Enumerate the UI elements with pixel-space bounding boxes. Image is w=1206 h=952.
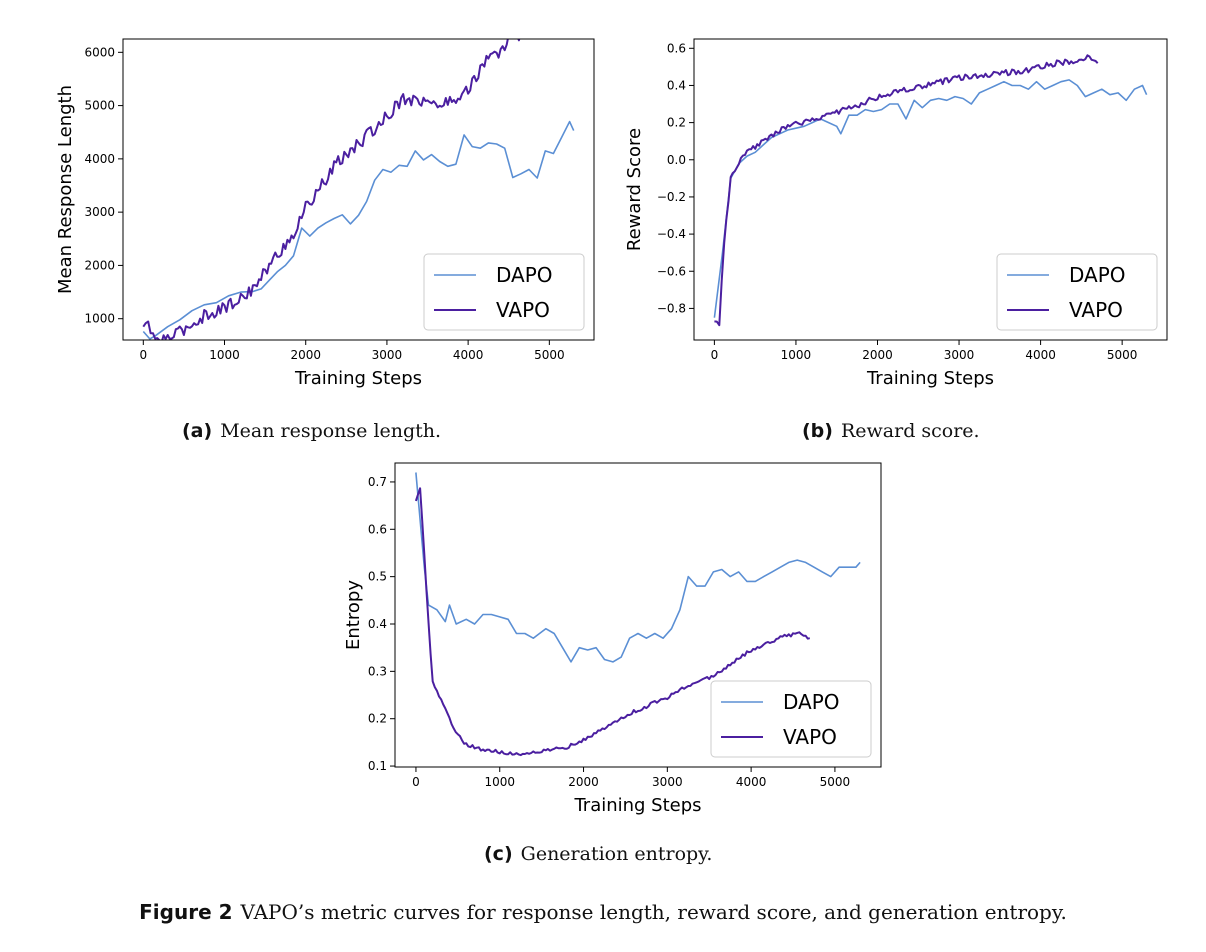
legend: DAPO VAPO <box>996 253 1158 331</box>
legend: DAPO VAPO <box>710 680 872 758</box>
x-axis-label: Training Steps <box>294 368 422 389</box>
x-tick-label: 2000 <box>862 348 893 362</box>
caption-c-tag: (c) <box>484 843 513 865</box>
caption-a-tag: (a) <box>182 420 213 442</box>
series-line-vapo <box>142 39 521 340</box>
y-tick-label: 0.4 <box>368 617 387 631</box>
legend-label-dapo: DAPO <box>496 263 553 287</box>
legend-label-vapo: VAPO <box>496 298 550 322</box>
series-lines <box>414 472 861 757</box>
figure-caption-label: Figure 2 <box>139 900 233 924</box>
y-tick-label: 0.4 <box>667 78 686 92</box>
y-tick-label: 0.7 <box>368 475 387 489</box>
x-tick-label: 1000 <box>209 348 240 362</box>
caption-b-tag: (b) <box>802 420 833 442</box>
caption-b: (b) Reward score. <box>802 420 980 442</box>
y-axis-label: Mean Response Length <box>55 85 76 294</box>
legend-label-dapo: DAPO <box>783 690 840 714</box>
x-axis-label: Training Steps <box>573 795 701 816</box>
x-tick-label: 1000 <box>781 348 812 362</box>
caption-c: (c) Generation entropy. <box>484 843 712 865</box>
legend: DAPO VAPO <box>423 253 585 331</box>
y-tick-label: 0.2 <box>368 712 387 726</box>
y-tick-label: 2000 <box>84 258 115 272</box>
y-tick-label: 1000 <box>84 312 115 326</box>
caption-c-text: Generation entropy. <box>520 843 713 865</box>
x-tick-label: 0 <box>711 348 719 362</box>
plot-frame <box>693 38 1168 341</box>
x-tick-label: 5000 <box>820 775 851 789</box>
y-tick-label: 0.6 <box>368 522 387 536</box>
y-tick-label: 6000 <box>84 45 115 59</box>
chart-reward-score: 0 1000 2000 3000 4000 5000 −0.8 −0.6 −0.4 −0.2 0.0… <box>624 38 1168 389</box>
y-tick-label: 3000 <box>84 205 115 219</box>
y-axis-label: Entropy <box>343 580 364 650</box>
x-tick-label: 4000 <box>1025 348 1056 362</box>
caption-a-text: Mean response length. <box>220 420 442 442</box>
legend-label-vapo: VAPO <box>783 725 837 749</box>
x-tick-label: 3000 <box>652 775 683 789</box>
legend-label-vapo: VAPO <box>1069 298 1123 322</box>
y-tick-label: 0.6 <box>667 41 686 55</box>
x-tick-label: 3000 <box>944 348 975 362</box>
x-tick-label: 4000 <box>453 348 484 362</box>
y-tick-label: 0.3 <box>368 664 387 678</box>
y-tick-label: 0.0 <box>667 153 686 167</box>
y-tick-label: −0.6 <box>657 264 686 278</box>
figure-caption: Figure 2 VAPO’s metric curves for respons… <box>0 900 1206 924</box>
x-tick-label: 2000 <box>290 348 321 362</box>
series-line-dapo <box>415 472 861 663</box>
y-tick-label: −0.4 <box>657 227 686 241</box>
plot-frame <box>122 38 595 341</box>
y-tick-label: 5000 <box>84 99 115 113</box>
x-tick-label: 5000 <box>534 348 565 362</box>
x-tick-label: 3000 <box>372 348 403 362</box>
chart-mean-response-length: 0 1000 2000 3000 4000 5000 1000 2000 3000 4000 500… <box>55 38 595 389</box>
x-tick-label: 2000 <box>568 775 599 789</box>
y-tick-label: 0.2 <box>667 116 686 130</box>
x-tick-label: 4000 <box>736 775 767 789</box>
plot-frame <box>394 462 882 768</box>
y-tick-label: 4000 <box>84 152 115 166</box>
legend-label-dapo: DAPO <box>1069 263 1126 287</box>
y-tick-label: −0.8 <box>657 301 686 315</box>
y-tick-label: 0.1 <box>368 759 387 773</box>
x-tick-label: 1000 <box>484 775 515 789</box>
x-tick-label: 0 <box>139 348 147 362</box>
caption-a: (a) Mean response length. <box>182 420 441 442</box>
y-tick-label: 0.5 <box>368 570 387 584</box>
series-lines <box>713 54 1148 327</box>
chart-generation-entropy: 0 1000 2000 3000 4000 5000 0.1 0.2 0.3 0.4 0.5 0.6 0… <box>343 462 882 816</box>
y-tick-label: −0.2 <box>657 190 686 204</box>
x-axis-label: Training Steps <box>866 368 994 389</box>
series-lines <box>142 39 575 340</box>
series-line-dapo <box>142 120 575 340</box>
series-line-vapo <box>414 487 810 757</box>
x-tick-label: 5000 <box>1107 348 1138 362</box>
x-tick-label: 0 <box>412 775 420 789</box>
series-line-dapo <box>713 79 1148 318</box>
y-axis-label: Reward Score <box>624 128 645 251</box>
caption-b-text: Reward score. <box>840 420 980 442</box>
series-line-vapo <box>714 54 1099 327</box>
figure-caption-text: VAPO’s metric curves for response length… <box>240 900 1067 924</box>
